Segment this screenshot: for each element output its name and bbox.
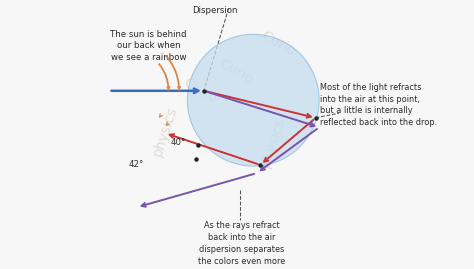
Text: physics: physics — [259, 116, 288, 169]
Text: Curio: Curio — [216, 57, 255, 87]
Text: Curio: Curio — [181, 76, 219, 106]
Text: As the rays refract
back into the air
dispersion separates
the colors even more: As the rays refract back into the air di… — [198, 221, 285, 266]
Text: The sun is behind
our back when
we see a rainbow: The sun is behind our back when we see a… — [110, 30, 187, 62]
Text: Dispersion: Dispersion — [191, 6, 237, 15]
Text: physics: physics — [150, 104, 180, 158]
Text: 40°: 40° — [171, 138, 186, 147]
Text: Curio: Curio — [259, 29, 297, 59]
Text: Most of the light refracts
into the air at this point,
but a little is internall: Most of the light refracts into the air … — [320, 83, 438, 127]
Text: 42°: 42° — [128, 160, 144, 169]
Circle shape — [187, 34, 319, 166]
